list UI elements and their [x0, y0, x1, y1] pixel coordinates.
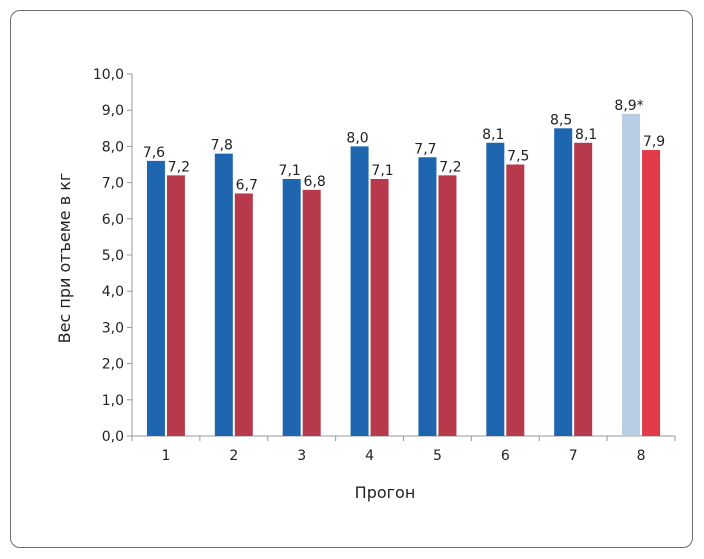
data-label-s2-8: 7,9 — [643, 134, 665, 150]
bar-s2-2 — [234, 193, 253, 436]
data-label-s2-3: 6,8 — [304, 174, 326, 190]
y-tick-label: 9,0 — [102, 103, 124, 119]
bar-s2-8 — [642, 150, 661, 436]
data-label-s1-6: 8,1 — [482, 127, 504, 143]
bar-s1-3 — [282, 178, 301, 437]
data-label-s1-1: 7,6 — [143, 145, 165, 161]
bar-s1-2 — [214, 153, 233, 436]
chart-data-labels: 7,6 7,87,18,07,78,18,58,9*7,26,7 6,87,1 7,2… — [143, 98, 665, 194]
data-label-s1-2: 7,8 — [211, 138, 233, 154]
x-tick-label: 4 — [365, 448, 374, 464]
x-tick-label: 7 — [569, 448, 578, 464]
data-label-s1-5: 7,7 — [414, 141, 436, 157]
y-tick-label: 4,0 — [102, 284, 124, 300]
bar-s1-7 — [554, 128, 573, 437]
bar-s2-5 — [438, 175, 457, 437]
y-tick-label: 3,0 — [102, 320, 124, 336]
y-tick-label: 7,0 — [102, 176, 124, 192]
bar-s2-4 — [370, 178, 389, 437]
y-tick-label: 1,0 — [102, 393, 124, 409]
bar-s2-7 — [574, 142, 593, 436]
data-label-s2-4: 7,1 — [371, 163, 393, 179]
x-axis-title: Прогон — [355, 483, 416, 502]
data-label-s1-7: 8,5 — [550, 112, 572, 128]
y-tick-label: 0,0 — [102, 429, 124, 445]
bar-s2-1 — [166, 175, 185, 437]
chart-bars — [146, 113, 661, 437]
data-label-s2-6: 7,5 — [507, 149, 529, 165]
data-label-s2-5: 7,2 — [439, 159, 461, 175]
y-tick-label: 8,0 — [102, 139, 124, 155]
bar-s1-8 — [622, 113, 641, 436]
data-label-s2-7: 8,1 — [575, 127, 597, 143]
bar-s1-6 — [486, 142, 505, 436]
data-label-s2-2: 6,7 — [236, 177, 258, 193]
bar-s1-5 — [418, 157, 437, 436]
data-label-s1-4: 8,0 — [346, 130, 368, 146]
x-tick-label: 5 — [433, 448, 442, 464]
x-tick-label: 8 — [637, 448, 646, 464]
bar-s2-3 — [302, 189, 321, 436]
y-tick-label: 2,0 — [102, 357, 124, 373]
y-axis-title: Вес при отъеме в кг — [55, 173, 74, 344]
bar-s1-4 — [350, 146, 369, 436]
data-label-s2-1: 7,2 — [168, 159, 190, 175]
data-label-s1-3: 7,1 — [279, 163, 301, 179]
bar-s1-1 — [146, 160, 165, 436]
y-tick-label: 10,0 — [93, 67, 124, 83]
data-label-s1-8: 8,9* — [614, 98, 643, 114]
x-tick-label: 1 — [161, 448, 170, 464]
bar-s2-6 — [506, 164, 525, 436]
x-tick-label: 3 — [297, 448, 306, 464]
x-tick-label: 2 — [229, 448, 238, 464]
y-tick-label: 5,0 — [102, 248, 124, 264]
y-tick-label: 6,0 — [102, 212, 124, 228]
x-tick-label: 6 — [501, 448, 510, 464]
